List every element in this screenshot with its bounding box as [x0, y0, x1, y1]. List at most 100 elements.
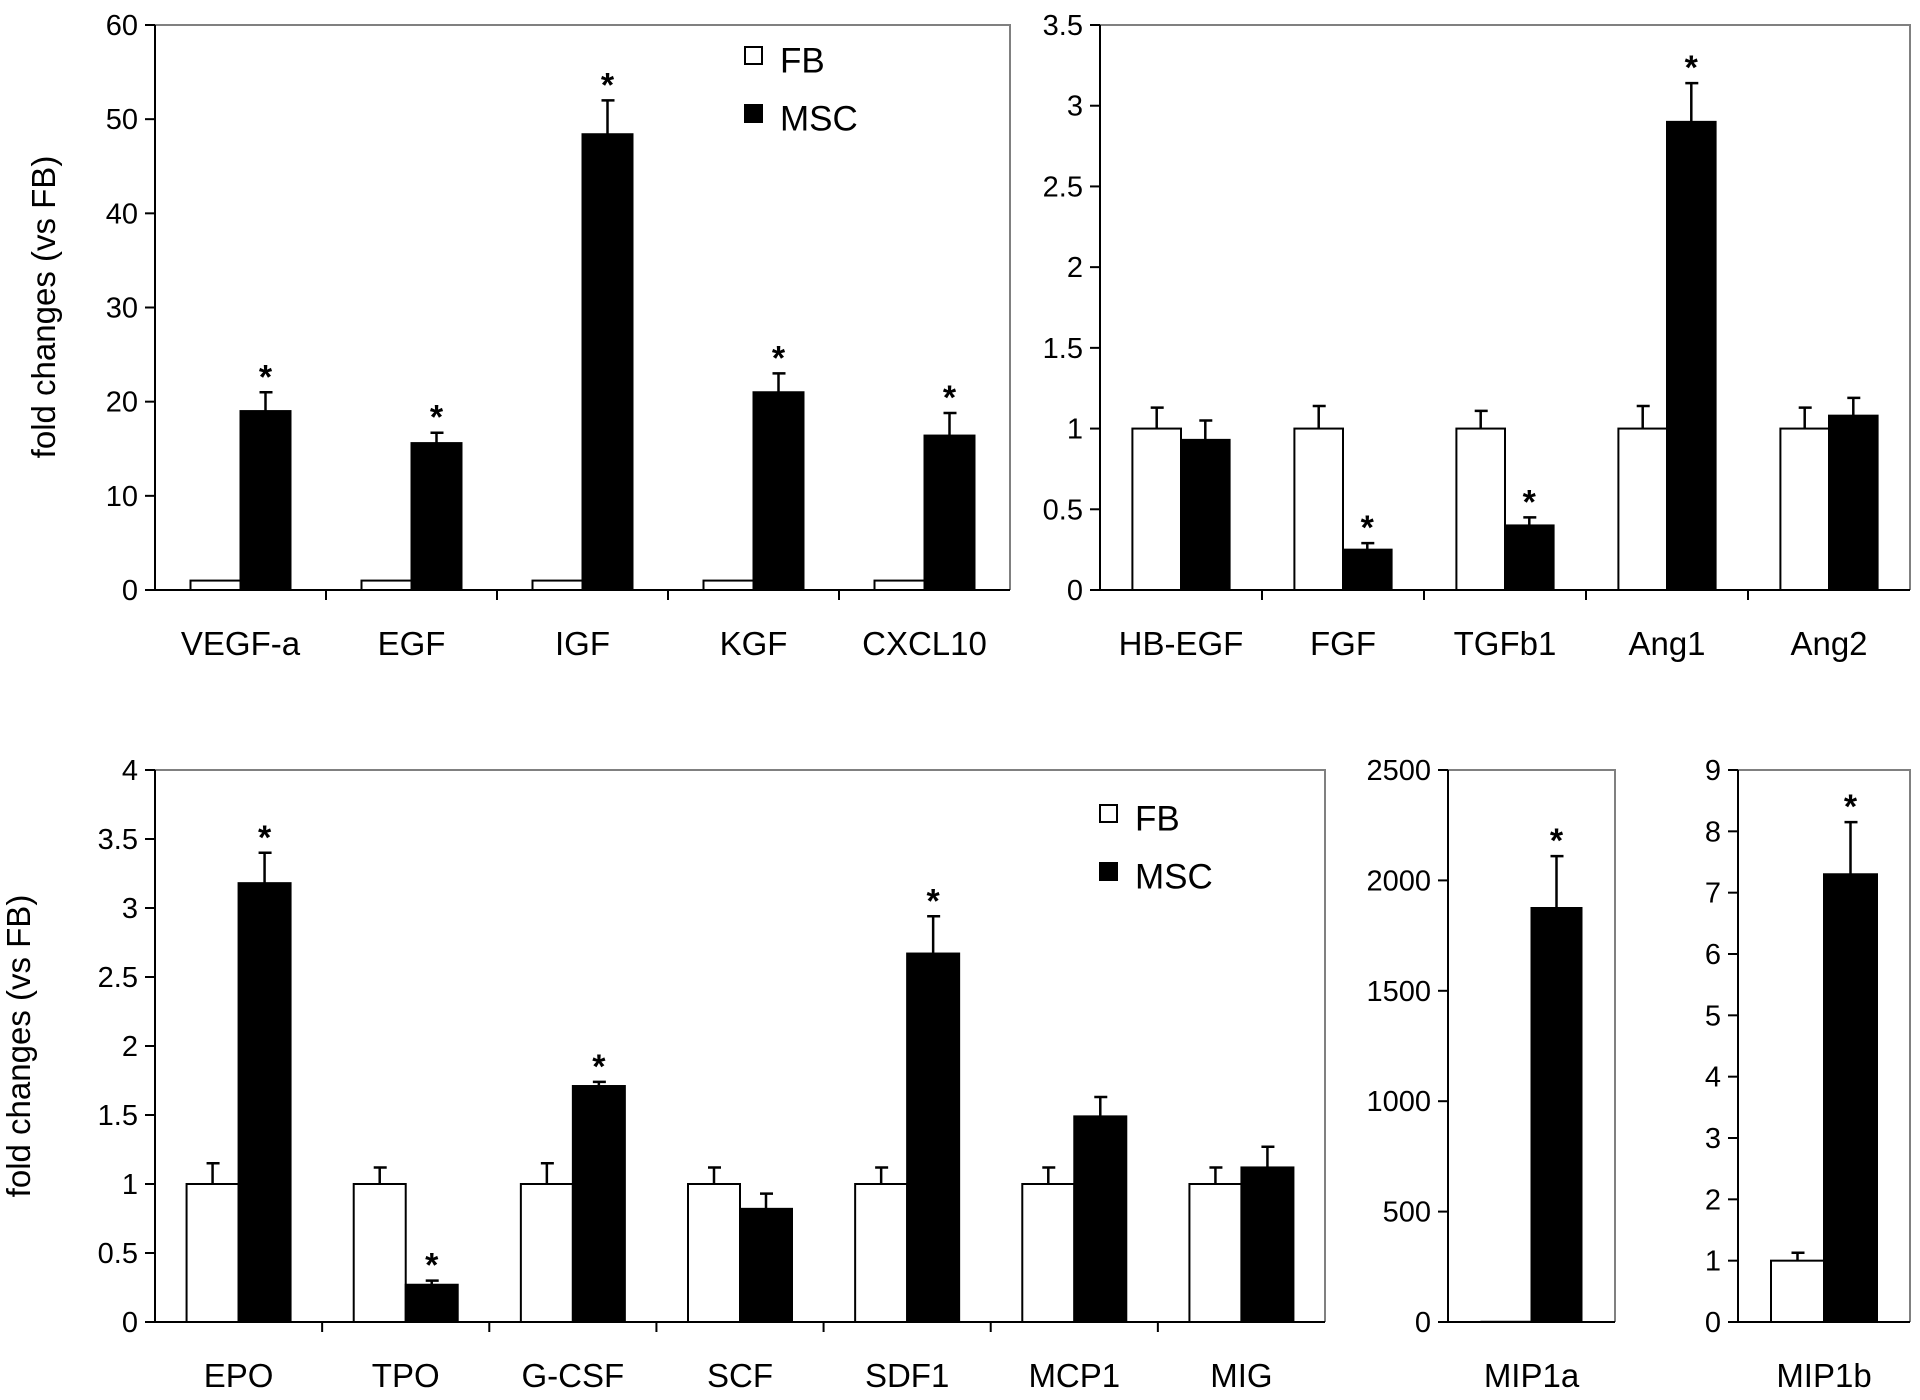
bar-fb-cxcl10 [873, 579, 926, 591]
y-tick-label: 7 [1705, 878, 1721, 910]
bar-fb-fgf [1293, 427, 1345, 592]
error-bar-msc-epo [258, 851, 272, 884]
significance-star: * [1685, 49, 1699, 87]
y-tick-label: 50 [106, 104, 138, 136]
error-bar-msc-cxcl10 [943, 411, 957, 436]
y-tick-label: 6 [1705, 939, 1721, 971]
error-bar-fb-ang1 [1636, 404, 1650, 429]
significance-star: * [1361, 509, 1375, 547]
x-tick-label-g-csf: G-CSF [522, 1357, 625, 1394]
error-bar-msc-mcp1 [1094, 1095, 1108, 1117]
x-tick-label-hb-egf: HB-EGF [1119, 625, 1244, 662]
error-bar-msc-scf [760, 1192, 773, 1209]
x-tick-label-tpo: TPO [372, 1357, 440, 1394]
y-tick-label: 40 [106, 198, 138, 230]
bar-msc-tgfb1 [1504, 524, 1555, 592]
error-bar-fb-mip1b [1791, 1251, 1805, 1261]
legend-swatch-msc [1099, 862, 1118, 881]
bar-msc-igf [581, 133, 634, 591]
bar-fb-tgfb1 [1455, 427, 1507, 592]
error-bar-fb-hb-egf [1150, 406, 1164, 429]
error-bar-msc-vegf-a [259, 391, 273, 412]
y-tick-label: 0 [1705, 1307, 1721, 1339]
significance-star: * [1844, 788, 1858, 826]
bar-msc-epo [237, 882, 292, 1323]
y-tick-label: 2 [1705, 1184, 1721, 1216]
bar-fb-mcp1 [1021, 1183, 1076, 1323]
significance-star: * [1523, 483, 1537, 521]
plot-frame [155, 24, 1011, 590]
x-tick-label-mcp1: MCP1 [1028, 1357, 1120, 1394]
bar-msc-g-csf [571, 1085, 626, 1324]
y-tick-label: 2 [122, 1031, 138, 1063]
significance-star: * [425, 1247, 439, 1285]
legend-label-msc: MSC [1135, 857, 1213, 896]
y-tick-label: 10 [106, 481, 138, 513]
bar-msc-mip1b [1823, 873, 1878, 1323]
y-tick-label: 3 [1067, 91, 1083, 123]
y-tick-label: 0 [122, 1307, 138, 1339]
y-tick-label: 1 [1067, 414, 1083, 446]
error-bar-msc-igf [601, 99, 615, 135]
y-tick-label: 1.5 [98, 1100, 138, 1132]
bar-msc-hb-egf [1180, 438, 1231, 591]
bar-fb-ang2 [1779, 427, 1831, 592]
bar-fb-egf [360, 579, 413, 591]
y-tick-label: 3 [122, 893, 138, 925]
error-bar-fb-tpo [373, 1166, 387, 1184]
bar-msc-tpo [404, 1283, 459, 1323]
legend-swatch-fb [1099, 804, 1118, 823]
error-bar-fb-scf [708, 1166, 721, 1184]
error-bar-msc-mig [1261, 1145, 1275, 1168]
y-tick-label: 1 [122, 1169, 138, 1201]
bar-msc-mip1a [1530, 907, 1583, 1323]
bar-fb-mip1b [1770, 1259, 1825, 1323]
legend-label-fb: FB [780, 41, 825, 80]
error-bar-fb-fgf [1312, 404, 1326, 429]
error-bar-msc-fgf [1361, 541, 1375, 550]
bar-fb-mig [1188, 1183, 1243, 1323]
x-tick-label-sdf1: SDF1 [865, 1357, 949, 1394]
error-bar-msc-sdf1 [927, 915, 941, 954]
y-tick-label: 1 [1705, 1246, 1721, 1278]
error-bar-msc-mip1a [1550, 854, 1564, 908]
error-bar-msc-hb-egf [1199, 419, 1213, 440]
plot-frame [1100, 24, 1911, 590]
error-bar-fb-tgfb1 [1474, 409, 1488, 429]
error-bar-fb-sdf1 [875, 1166, 889, 1184]
y-tick-label: 0.5 [1043, 494, 1083, 526]
x-tick-label-fgf: FGF [1310, 625, 1376, 662]
y-tick-label: 500 [1383, 1197, 1431, 1229]
error-bar-msc-tpo [425, 1279, 439, 1285]
y-tick-label: 2.5 [1043, 171, 1083, 203]
y-tick-label: 3 [1705, 1123, 1721, 1155]
bar-msc-mcp1 [1073, 1115, 1128, 1323]
x-tick-label-tgfb1: TGFb1 [1454, 625, 1557, 662]
x-tick-label-mip1b: MIP1b [1776, 1357, 1871, 1394]
significance-star: * [259, 358, 273, 396]
bar-fb-hb-egf [1131, 427, 1183, 592]
bar-msc-sdf1 [906, 952, 961, 1323]
y-tick-label: 4 [122, 755, 138, 787]
y-tick-label: 0 [1067, 575, 1083, 607]
x-tick-label-mip1a: MIP1a [1484, 1357, 1580, 1394]
error-bar-msc-mip1b [1844, 820, 1858, 875]
error-bar-fb-ang2 [1798, 406, 1812, 429]
y-tick-label: 3.5 [1043, 10, 1083, 42]
bar-msc-ang1 [1666, 120, 1717, 591]
bar-msc-kgf [752, 391, 805, 591]
bar-msc-egf [410, 442, 463, 591]
bar-fb-epo [185, 1183, 240, 1323]
error-bar-fb-epo [206, 1162, 220, 1184]
x-tick-label-epo: EPO [204, 1357, 274, 1394]
y-tick-label: 30 [106, 293, 138, 325]
bar-fb-sdf1 [854, 1183, 909, 1323]
bar-msc-vegf-a [239, 410, 292, 592]
y-tick-label: 5 [1705, 1000, 1721, 1032]
significance-star: * [943, 379, 957, 417]
y-tick-label: 9 [1705, 755, 1721, 787]
x-tick-label-egf: EGF [378, 625, 446, 662]
significance-star: * [772, 339, 786, 377]
y-tick-label: 2000 [1366, 865, 1431, 897]
